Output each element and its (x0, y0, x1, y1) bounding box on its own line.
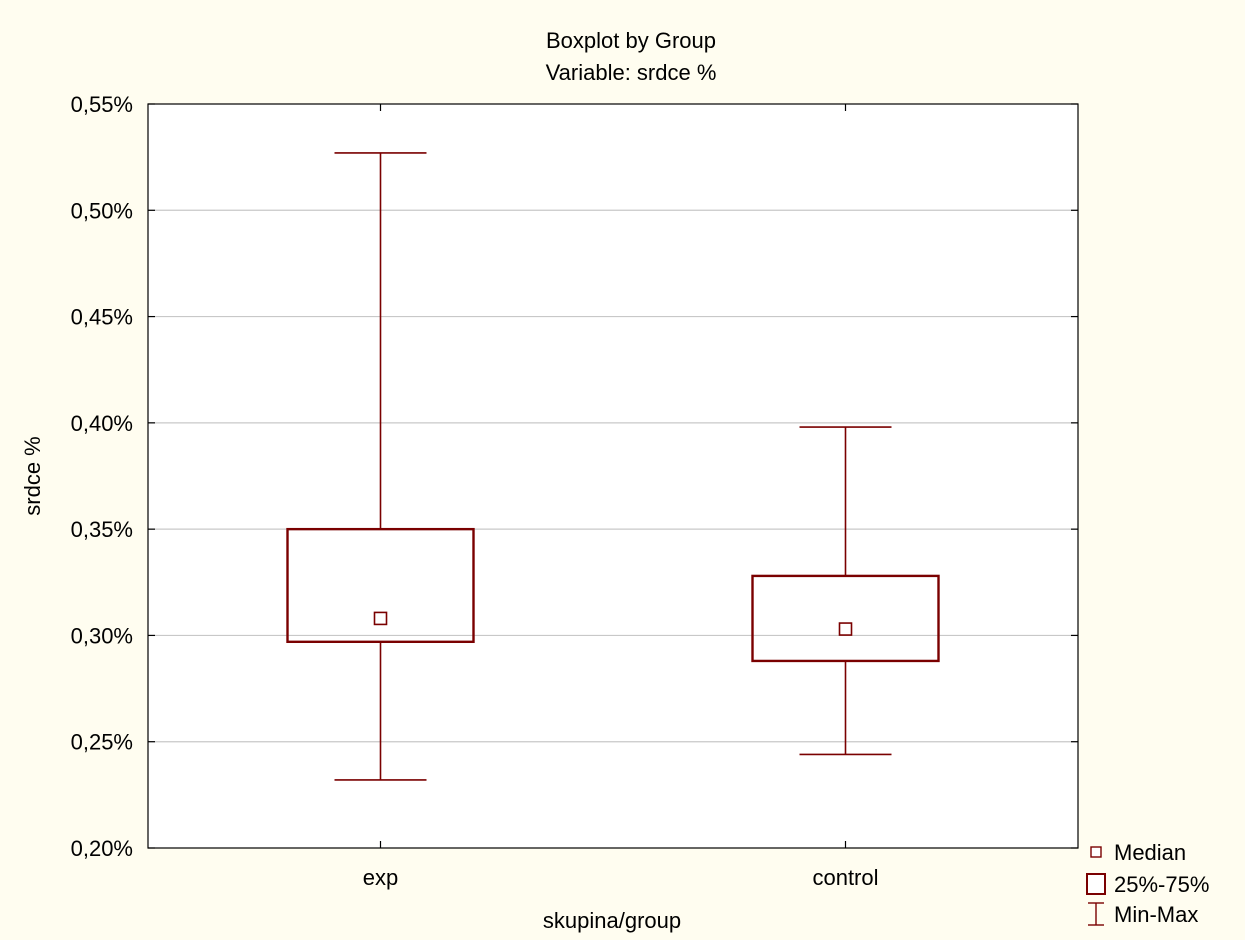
y-tick-label: 0,55% (71, 92, 133, 117)
legend-label: 25%-75% (1114, 872, 1209, 897)
y-axis-ticks: 0,20% 0,25% 0,30% 0,35% 0,40% 0,45% 0,50% 0,55% (71, 92, 1078, 861)
legend-label: Min-Max (1114, 902, 1198, 927)
iqr-box (751, 574, 940, 663)
y-tick-label: 0,35% (71, 517, 133, 542)
x-axis-title: skupina/group (543, 908, 681, 933)
y-tick-label: 0,40% (71, 411, 133, 436)
box-series (286, 152, 940, 781)
legend-box-swatch (1086, 873, 1106, 895)
legend-median-swatch (1090, 846, 1102, 858)
y-tick-label: 0,50% (71, 198, 133, 223)
y-tick-label: 0,25% (71, 730, 133, 755)
box-group-exp (286, 152, 475, 781)
x-axis-ticks: exp control (363, 104, 879, 890)
y-tick-label: 0,45% (71, 305, 133, 330)
x-tick-label: exp (363, 865, 398, 890)
x-tick-label: control (812, 865, 878, 890)
plot-area (148, 104, 1078, 848)
plot-frame (147, 103, 1079, 849)
median-marker (838, 622, 853, 636)
median-marker (373, 611, 388, 626)
y-axis-title: srdce % (20, 436, 45, 515)
legend-label: Median (1114, 840, 1186, 865)
chart-title: Boxplot by Group (546, 28, 716, 53)
y-tick-label: 0,30% (71, 623, 133, 648)
box-group-control (751, 426, 940, 756)
legend: Median 25%-75% Min-Max (1086, 840, 1209, 927)
y-tick-label: 0,20% (71, 836, 133, 861)
iqr-box (286, 527, 475, 644)
chart-subtitle: Variable: srdce % (546, 60, 717, 85)
